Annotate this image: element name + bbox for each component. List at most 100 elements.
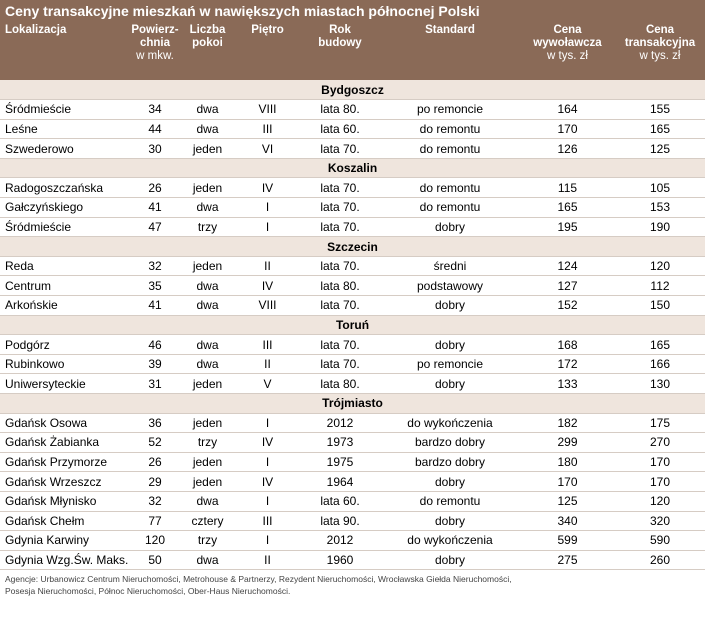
cell: Gdańsk Osowa [0, 413, 130, 434]
cell: 170 [520, 119, 615, 140]
cell: I [235, 452, 300, 473]
data-row: Arkońskie 41 dwa VIII lata 70. dobry 152 150 [0, 295, 705, 316]
column-header: Cena wywoławcza w tys. zł [520, 22, 615, 80]
cell: lata 70. [300, 217, 380, 238]
cell: VIII [235, 295, 300, 316]
cell: 260 [615, 550, 705, 571]
cell: dwa [180, 197, 235, 218]
cell: 127 [520, 275, 615, 297]
header-line: Cena [645, 24, 675, 36]
cell: IV [235, 177, 300, 199]
cell: trzy [180, 217, 235, 238]
cell: dwa [180, 119, 235, 140]
cell: Gdańsk Chełm [0, 511, 130, 532]
data-row: Gdańsk Przymorze 26 jeden I 1975 bardzo dobry… [0, 452, 705, 473]
cell: I [235, 413, 300, 434]
cell: Arkońskie [0, 295, 130, 316]
cell: trzy [180, 530, 235, 551]
cell: 340 [520, 511, 615, 532]
cell: do remontu [380, 138, 520, 159]
cell: 150 [615, 295, 705, 316]
cell: 190 [615, 217, 705, 238]
cell: dobry [380, 217, 520, 238]
cell: Śródmieście [0, 99, 130, 120]
cell: do remontu [380, 119, 520, 140]
cell: lata 60. [300, 119, 380, 140]
data-row: Szwederowo 30 jeden VI lata 70. do remontu 126… [0, 138, 705, 159]
cell: trzy [180, 432, 235, 453]
cell: Gdynia Wzg.Św. Maks. [0, 550, 130, 571]
group-row: Trójmiasto [0, 393, 705, 414]
cell: Gdynia Karwiny [0, 530, 130, 551]
cell: 112 [615, 275, 705, 297]
data-row: Gdańsk Osowa 36 jeden I 2012 do wykończenia 18… [0, 413, 705, 434]
cell: 35 [130, 275, 180, 297]
data-row: Centrum 35 dwa IV lata 80. podstawowy 127 112 [0, 275, 705, 297]
cell: II [235, 354, 300, 375]
column-header: Cena transakcyjna w tys. zł [615, 22, 705, 80]
cell: V [235, 373, 300, 394]
cell: dwa [180, 275, 235, 297]
cell: 77 [130, 511, 180, 532]
header-line: transakcyjna [624, 37, 696, 49]
column-header: Lokalizacja [0, 22, 130, 80]
cell: Gdańsk Młynisko [0, 491, 130, 512]
cell: III [235, 334, 300, 355]
cell: 36 [130, 413, 180, 434]
data-row: Reda 32 jeden II lata 70. średni 124 120 [0, 256, 705, 277]
cell: 153 [615, 197, 705, 218]
cell: I [235, 217, 300, 238]
cell: dobry [380, 471, 520, 492]
cell: 26 [130, 452, 180, 473]
cell: dobry [380, 334, 520, 355]
cell: II [235, 256, 300, 277]
cell: 32 [130, 491, 180, 512]
group-name: Trójmiasto [0, 393, 705, 414]
footer: Agencje: Urbanowicz Centrum Nieruchomośc… [0, 570, 705, 602]
cell: lata 60. [300, 491, 380, 512]
column-header: Liczba pokoi [180, 22, 235, 80]
cell: 39 [130, 354, 180, 375]
header-line: wywoławcza [533, 37, 602, 49]
cell: 599 [520, 530, 615, 551]
cell: lata 70. [300, 177, 380, 199]
column-header: Powierz-chnia w mkw. [130, 22, 180, 80]
cell: 34 [130, 99, 180, 120]
header-line: w tys. zł [547, 50, 588, 62]
cell: cztery [180, 511, 235, 532]
cell: jeden [180, 471, 235, 492]
footer-line: Posesja Nieruchomości, Północ Nieruchomo… [5, 586, 291, 597]
cell: 124 [520, 256, 615, 277]
cell: 164 [520, 99, 615, 120]
cell: dwa [180, 491, 235, 512]
cell: 120 [615, 491, 705, 512]
table-header: Lokalizacja Powierz-chnia w mkw. Liczba poko… [0, 22, 705, 80]
cell: dwa [180, 334, 235, 355]
cell: 1973 [300, 432, 380, 453]
cell: 52 [130, 432, 180, 453]
data-row: Rubinkowo 39 dwa II lata 70. po remoncie 172 16… [0, 354, 705, 375]
header-line: Liczba [189, 24, 226, 36]
cell: II [235, 550, 300, 571]
header-line: Cena [553, 24, 582, 36]
cell: Centrum [0, 275, 130, 297]
cell: do wykończenia [380, 413, 520, 434]
cell: dobry [380, 373, 520, 394]
header-line: w mkw. [136, 50, 174, 62]
price-table: Lokalizacja Powierz-chnia w mkw. Liczba poko… [0, 22, 705, 571]
cell: średni [380, 256, 520, 277]
cell: Gałczyńskiego [0, 197, 130, 218]
cell: 2012 [300, 530, 380, 551]
cell: dobry [380, 295, 520, 316]
column-header: Piętro [235, 22, 300, 80]
cell: 320 [615, 511, 705, 532]
cell: 46 [130, 334, 180, 355]
data-row: Gdańsk Żabianka 52 trzy IV 1973 bardzo dobry 2… [0, 432, 705, 453]
data-row: Leśne 44 dwa III lata 60. do remontu 170 165 [0, 119, 705, 140]
cell: 41 [130, 295, 180, 316]
cell: 30 [130, 138, 180, 159]
cell: 120 [615, 256, 705, 277]
group-row: Toruń [0, 315, 705, 336]
